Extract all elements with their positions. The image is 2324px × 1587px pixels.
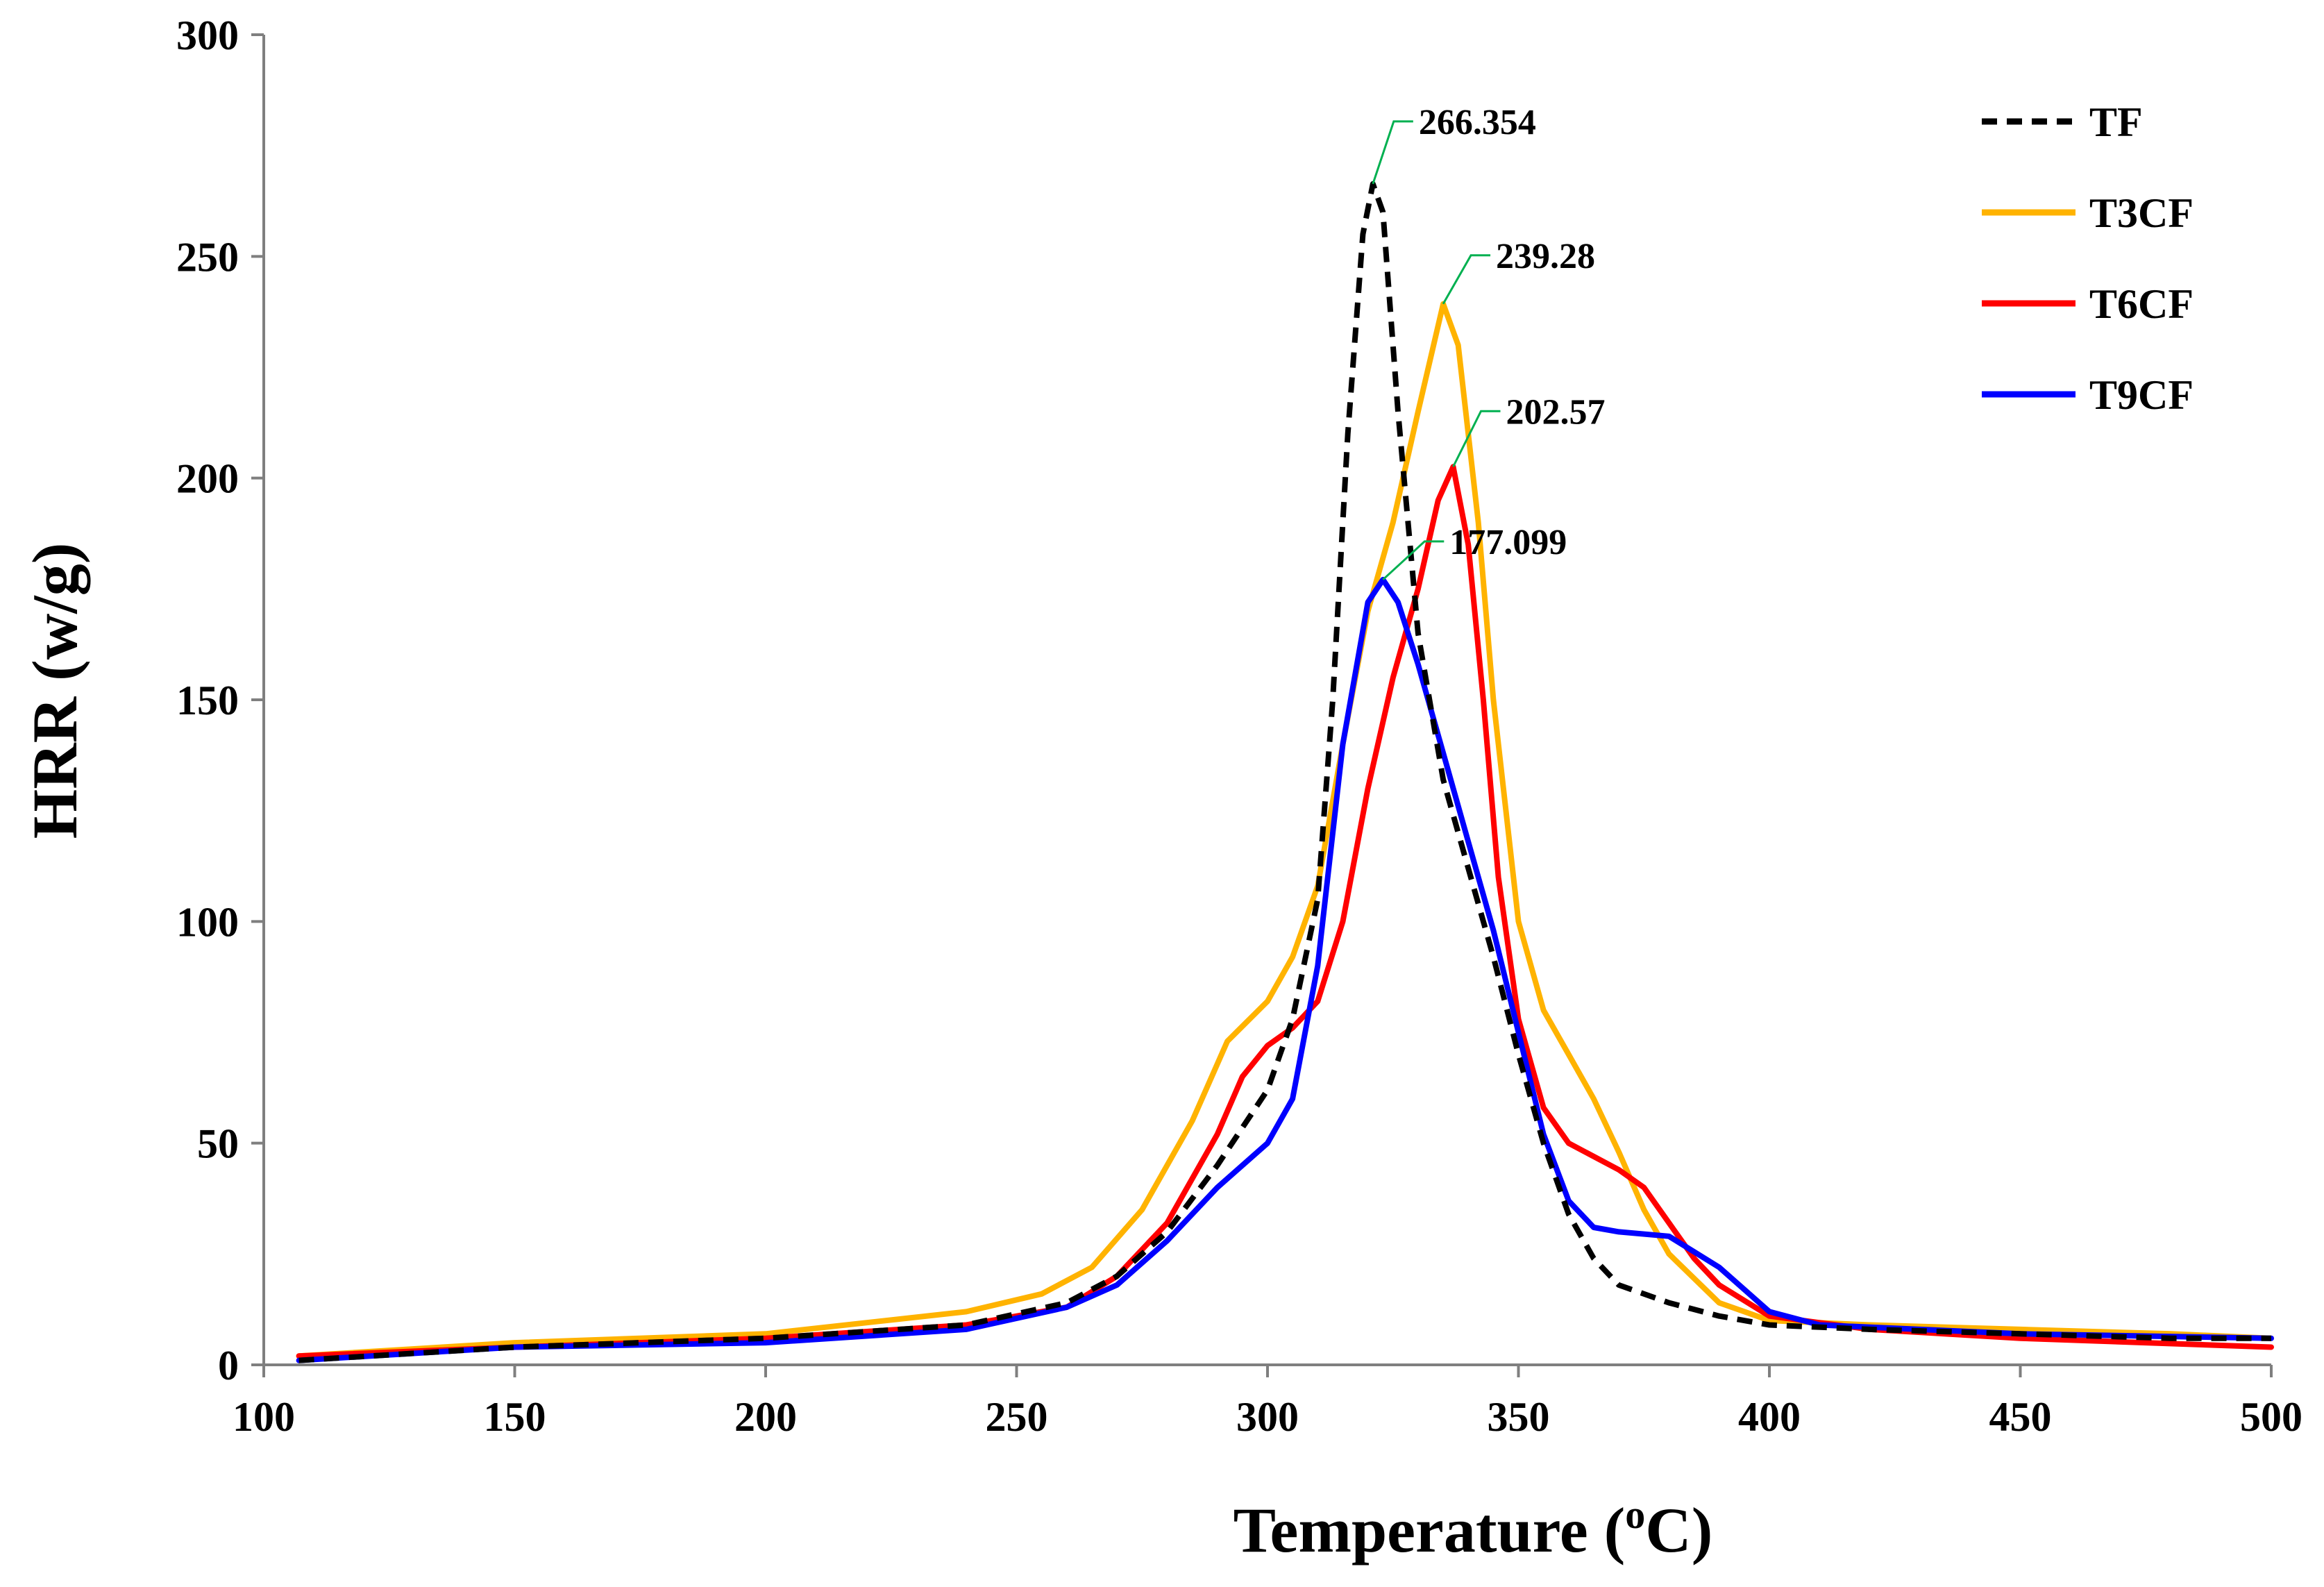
x-tick-label: 100: [233, 1394, 295, 1440]
x-tick-label: 250: [986, 1394, 1048, 1440]
legend: TF T3CF T6CF T9CF: [1982, 99, 2194, 418]
x-tick-label: 350: [1488, 1394, 1550, 1440]
x-axis-title-superscript: o: [1625, 1492, 1645, 1537]
legend-label-t6cf: T6CF: [2089, 281, 2194, 327]
peak-label-t6cf: 202.57: [1506, 392, 1606, 432]
x-tick-label: 450: [1989, 1394, 2052, 1440]
y-tick-label: 100: [176, 899, 239, 945]
annotation-leader-tf: [1372, 120, 1413, 185]
x-tick-label: 200: [734, 1394, 797, 1440]
series-line-tf: [298, 180, 2271, 1363]
legend-label-t9cf: T9CF: [2089, 372, 2194, 418]
peak-annotations: 266.354 239.28 202.57 177.099: [1372, 103, 1606, 581]
peak-label-t3cf: 239.28: [1496, 237, 1595, 276]
y-axis-ticks: 0 50 100 150 200 250 300: [176, 12, 264, 1388]
x-tick-label: 150: [484, 1394, 546, 1440]
x-tick-label: 400: [1738, 1394, 1801, 1440]
annotation-leader-t9cf: [1382, 540, 1445, 581]
x-tick-label: 300: [1236, 1394, 1299, 1440]
y-axis-title: HRR (w/g): [19, 543, 90, 839]
annotation-leader-t3cf: [1442, 254, 1491, 305]
x-tick-label: 500: [2240, 1394, 2302, 1440]
y-tick-label: 200: [176, 456, 239, 502]
x-axis-title: Temperature (oC): [1233, 1492, 1713, 1565]
y-tick-label: 150: [176, 678, 239, 723]
y-tick-label: 250: [176, 234, 239, 280]
y-tick-label: 0: [218, 1343, 239, 1388]
peak-label-tf: 266.354: [1419, 103, 1536, 142]
peak-label-t9cf: 177.099: [1449, 523, 1567, 562]
y-tick-label: 300: [176, 12, 239, 58]
y-tick-label: 50: [197, 1121, 239, 1167]
annotation-leader-t6cf: [1452, 410, 1501, 467]
x-axis-ticks: 100 150 200 250 300 350 400 450 500: [233, 1365, 2302, 1440]
legend-label-t3cf: T3CF: [2089, 190, 2194, 236]
series-line-t9cf: [296, 576, 2274, 1363]
legend-label-tf: TF: [2089, 99, 2143, 145]
